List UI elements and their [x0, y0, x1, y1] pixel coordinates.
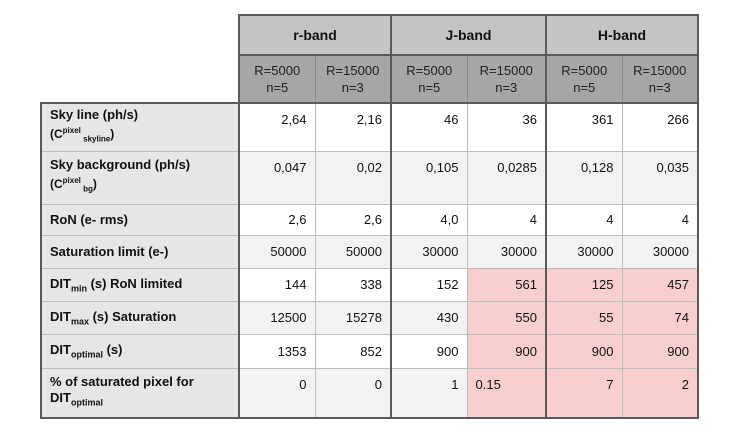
table-cell: 2,6: [238, 203, 316, 236]
table-cell-highlighted: 7: [545, 367, 623, 419]
table-cell-highlighted: 55: [545, 300, 623, 335]
corner-cell: [41, 15, 239, 55]
row-label-saturated-pct: % of saturated pixel for DIToptimal: [40, 367, 240, 419]
resolution-label: R=5000: [254, 63, 301, 78]
subheader-cell: R=5000 n=5: [238, 54, 316, 104]
table-cell-highlighted: 561: [466, 267, 547, 302]
table-row-sky-background: Sky background (ph/s) (Cpixel bg) 0,047 …: [40, 150, 699, 205]
subheader-cell: R=15000 n=3: [466, 54, 547, 104]
table-cell: 30000: [545, 234, 623, 269]
table-cell: 30000: [466, 234, 547, 269]
band-header-r: r-band: [238, 14, 392, 56]
table-cell-highlighted: 2: [621, 367, 699, 419]
table-cell-highlighted: 900: [621, 333, 699, 369]
table-cell: 30000: [621, 234, 699, 269]
table-cell: 2,16: [314, 102, 392, 152]
table-cell: 4: [466, 203, 547, 236]
table-cell: 30000: [390, 234, 468, 269]
table-cell: 0,035: [621, 150, 699, 205]
table-cell: 1353: [238, 333, 316, 369]
table-cell: 361: [545, 102, 623, 152]
table-cell: 15278: [314, 300, 392, 335]
table-cell-highlighted: 457: [621, 267, 699, 302]
table-cell: 12500: [238, 300, 316, 335]
n-label: n=3: [341, 80, 364, 95]
resolution-label: R=5000: [561, 63, 608, 78]
table-row-sky-line: Sky line (ph/s) (Cpixel skyline) 2,64 2,…: [40, 102, 699, 152]
row-label-ron: RoN (e- rms): [40, 203, 240, 236]
resolution-label: R=15000: [326, 63, 380, 78]
row-label-sky-background: Sky background (ph/s) (Cpixel bg): [40, 150, 240, 205]
table-row-dit-min: DITmin (s) RoN limited 144 338 152 561 1…: [40, 267, 699, 302]
table-cell: 152: [390, 267, 468, 302]
band-header-j: J-band: [390, 14, 547, 56]
corner-cell: [41, 55, 239, 103]
table-row-saturated-pct: % of saturated pixel for DIToptimal 0 0 …: [40, 367, 699, 419]
table-cell: 4: [545, 203, 623, 236]
row-label-sky-line: Sky line (ph/s) (Cpixel skyline): [40, 102, 240, 152]
table-cell: 0,128: [545, 150, 623, 205]
subheader-cell: R=5000 n=5: [390, 54, 468, 104]
row-label-dit-optimal: DIToptimal (s): [40, 333, 240, 369]
table-cell: 2,6: [314, 203, 392, 236]
table-cell-highlighted: 900: [545, 333, 623, 369]
parameters-table: r-band J-band H-band R=5000 n=5 R=15000 n=…: [40, 14, 699, 419]
n-label: n=5: [418, 80, 441, 95]
table-cell: 0: [238, 367, 316, 419]
n-label: n=5: [266, 80, 289, 95]
table-cell: 266: [621, 102, 699, 152]
table-cell: 852: [314, 333, 392, 369]
table-row-ron: RoN (e- rms) 2,6 2,6 4,0 4 4 4: [40, 203, 699, 236]
table-cell: 430: [390, 300, 468, 335]
table-cell: 0,105: [390, 150, 468, 205]
table-cell-highlighted: 900: [466, 333, 547, 369]
resolution-label: R=5000: [406, 63, 453, 78]
table-cell: 0,047: [238, 150, 316, 205]
table-cell: 0,02: [314, 150, 392, 205]
table-row-dit-optimal: DIToptimal (s) 1353 852 900 900 900 900: [40, 333, 699, 369]
table-row-saturation-limit: Saturation limit (e-) 50000 50000 30000 …: [40, 234, 699, 269]
resolution-label: R=15000: [479, 63, 533, 78]
subheader-row: R=5000 n=5 R=15000 n=3 R=5000 n=5 R=15000 n=…: [41, 54, 699, 104]
table-cell: 4: [621, 203, 699, 236]
table-cell: 36: [466, 102, 547, 152]
table-cell: 1: [390, 367, 468, 419]
table-cell-highlighted: 74: [621, 300, 699, 335]
table-cell: 50000: [314, 234, 392, 269]
table-cell: 144: [238, 267, 316, 302]
table-cell: 46: [390, 102, 468, 152]
table-cell: 900: [390, 333, 468, 369]
table-cell-highlighted: 550: [466, 300, 547, 335]
table-cell: 0,0285: [466, 150, 547, 205]
row-label-dit-max: DITmax (s) Saturation: [40, 300, 240, 335]
n-label: n=3: [495, 80, 518, 95]
subheader-cell: R=15000 n=3: [314, 54, 392, 104]
table-row-dit-max: DITmax (s) Saturation 12500 15278 430 55…: [40, 300, 699, 335]
table-cell-highlighted: 125: [545, 267, 623, 302]
n-label: n=3: [648, 80, 671, 95]
table-cell-highlighted: 0.15: [466, 367, 547, 419]
n-label: n=5: [573, 80, 596, 95]
table-cell: 2,64: [238, 102, 316, 152]
table-cell: 4,0: [390, 203, 468, 236]
subheader-cell: R=5000 n=5: [545, 54, 623, 104]
band-header-row: r-band J-band H-band: [41, 14, 699, 56]
table-cell: 0: [314, 367, 392, 419]
subheader-cell: R=15000 n=3: [621, 54, 699, 104]
band-header-h: H-band: [545, 14, 699, 56]
row-label-saturation-limit: Saturation limit (e-): [40, 234, 240, 269]
table-cell: 50000: [238, 234, 316, 269]
table-cell: 338: [314, 267, 392, 302]
row-label-dit-min: DITmin (s) RoN limited: [40, 267, 240, 302]
resolution-label: R=15000: [633, 63, 687, 78]
